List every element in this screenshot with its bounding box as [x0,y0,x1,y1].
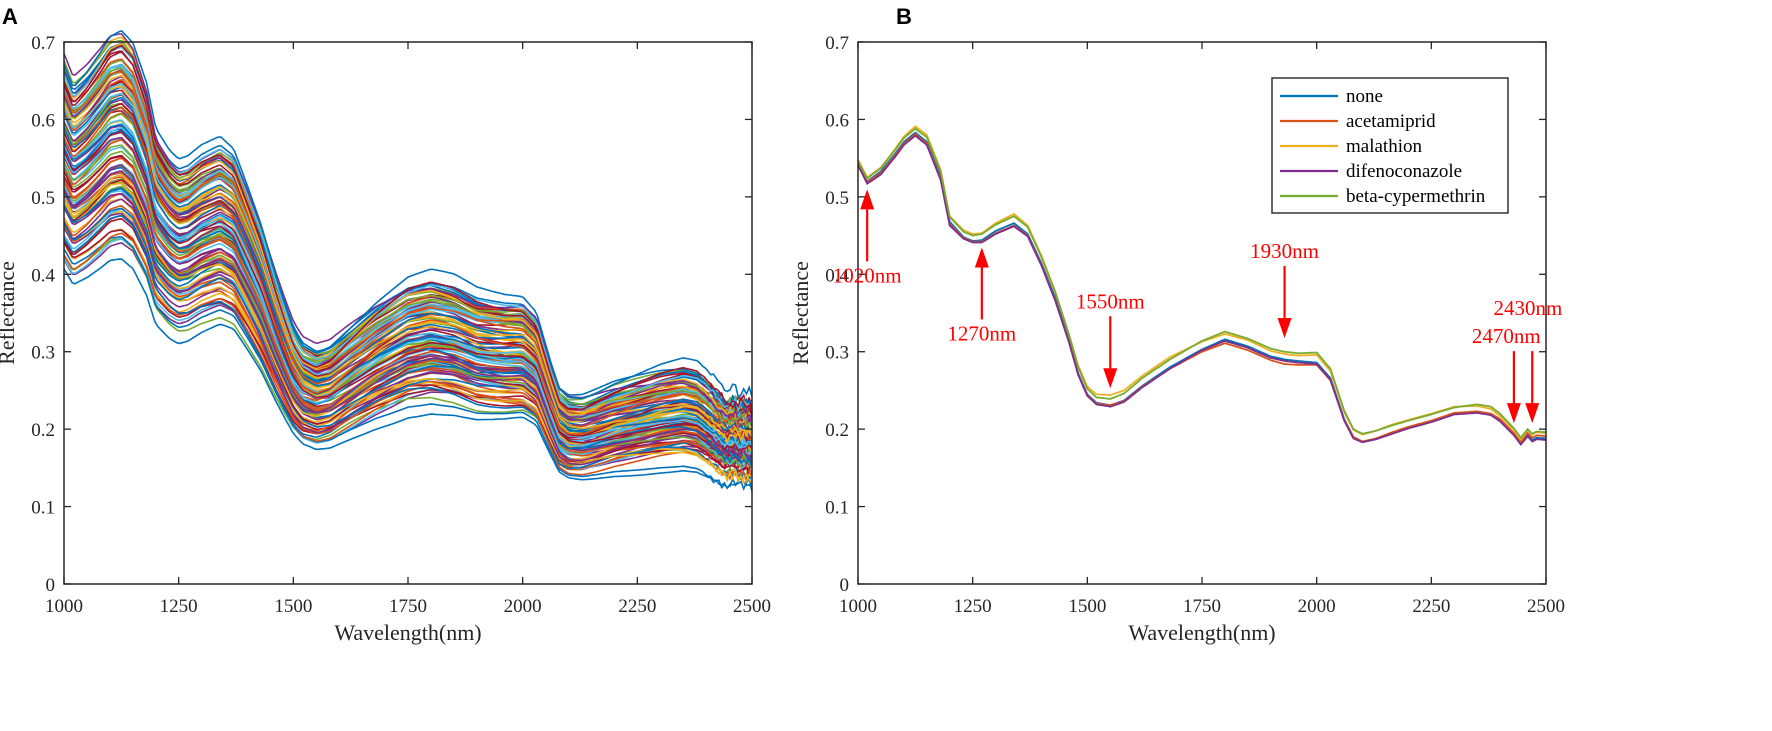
spectrum-line [63,131,753,453]
x-tick-label: 1750 [1183,596,1221,617]
series-layer-a [63,29,753,492]
spectrum-line [63,164,753,459]
x-tick-label: 1500 [274,596,312,617]
y-tick-label: 0.7 [825,33,849,54]
annotation-arrow-head [1525,403,1540,424]
panel-label-a: A [2,4,18,29]
chart-panel-b: 1000 1250 1500 1750 2000 2250 2500 0 0.1 0.2 0.3 0.… [788,33,1565,645]
y-tick-label: 0 [840,575,850,596]
y-tick-label: 0.3 [825,343,849,364]
legend-label: difenoconazole [1346,161,1462,182]
spectrum-line [63,170,753,457]
spectrum-line [63,65,753,422]
y-tick-label: 0 [46,575,56,596]
series-layer-b [857,125,1547,447]
spectrum-line [63,29,753,400]
annotation-label: 1020nm [833,263,902,287]
series-line-difenoconazole [857,134,1547,447]
y-tick-label: 0.6 [825,110,849,131]
spectrum-line [63,86,753,434]
annotation-label: 1270nm [947,321,1016,345]
annotation-arrow-head [860,189,875,210]
legend-label: acetamiprid [1346,111,1436,132]
y-tick-label: 0.1 [31,498,55,519]
x-tick-label: 2500 [733,596,771,617]
x-tick-label: 2250 [618,596,656,617]
spectrum-line [63,258,753,490]
annotation-label: 2470nm [1472,324,1541,348]
spectrum-line [63,207,753,465]
y-tick-label: 0.7 [31,33,55,54]
y-tick-label: 0.4 [825,265,849,286]
annotation-arrow-head [1103,368,1118,389]
x-tick-label: 1000 [839,596,877,617]
x-tick-label: 1000 [45,596,83,617]
y-tick-label: 0.4 [31,265,55,286]
y-axis-title-b: Reflectance [788,261,813,365]
annotation-label: 1930nm [1250,239,1319,263]
x-tick-label: 1750 [389,596,427,617]
x-tick-label: 1250 [954,596,992,617]
spectrum-line [63,119,753,449]
y-tick-label: 0.6 [31,110,55,131]
spectrum-line [63,107,753,434]
spectrum-line [63,46,753,414]
x-axis-title-b: Wavelength(nm) [1128,620,1275,645]
annotation-arrow-head [1506,403,1521,424]
y-tick-label: 0.2 [825,420,849,441]
y-tick-label: 0.5 [825,188,849,209]
series-line-beta-cypermethrin [857,127,1547,440]
spectrum-line [63,39,752,428]
x-tick-label: 2000 [1298,596,1336,617]
x-tick-label: 2000 [504,596,542,617]
spectrum-line [63,205,753,484]
y-tick-label: 0.5 [31,188,55,209]
axis-ticks-b: 1000 1250 1500 1750 2000 2250 2500 0 0.1 0.2 0.3 0.… [825,33,1565,617]
legend-label: none [1346,86,1383,107]
x-tick-label: 1250 [160,596,198,617]
spectrum-line [63,182,753,484]
chart-panel-a: 1000 1250 1500 1750 2000 2250 2500 0 0.1 0.2 0.3 0.… [0,29,771,645]
annotation-arrow-head [974,247,989,268]
panel-label-b: B [896,4,912,29]
y-tick-label: 0.2 [31,420,55,441]
spectrum-line [63,70,753,430]
x-tick-label: 2500 [1527,596,1565,617]
y-axis-title-a: Reflectance [0,261,19,365]
y-tick-label: 0.1 [825,498,849,519]
legend-label: beta-cypermethrin [1346,186,1486,207]
x-tick-label: 2250 [1412,596,1450,617]
spectrum-line [63,137,753,468]
legend: none acetamiprid malathion difenoconazole be… [1271,77,1509,214]
annotation-layer-b: 1020nm 1270nm 1550nm 1930nm 2430nm 2470nm [833,189,1562,424]
axis-ticks-a: 1000 1250 1500 1750 2000 2250 2500 0 0.1 0.2 0.3 0.… [31,33,771,617]
spectrum-line [63,229,753,472]
x-axis-title-a: Wavelength(nm) [334,620,481,645]
spectrum-line [63,157,753,446]
spectrum-line [63,236,753,492]
spectrum-line [63,44,753,414]
annotation-label: 2430nm [1493,296,1562,320]
spectrum-line [63,33,753,425]
legend-label: malathion [1346,136,1422,157]
annotation-arrow-head [1277,317,1292,338]
x-tick-label: 1500 [1068,596,1106,617]
annotation-label: 1550nm [1076,289,1145,313]
spectrum-line [63,85,753,445]
y-tick-label: 0.3 [31,343,55,364]
